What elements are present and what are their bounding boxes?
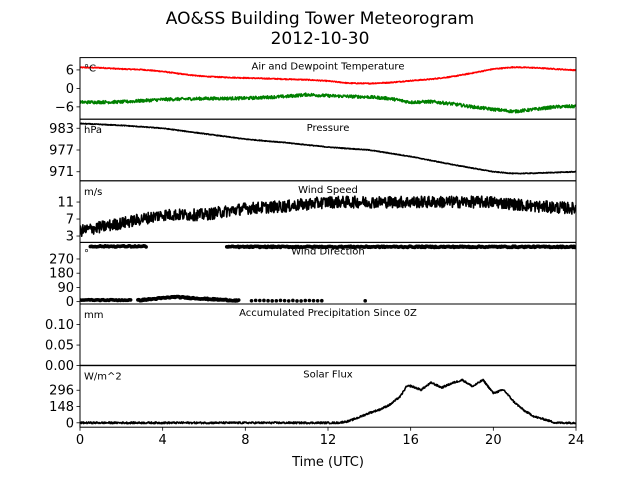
y-tick-label: 6 bbox=[66, 63, 74, 78]
wind-direction-point bbox=[253, 298, 258, 303]
y-tick-label: 0 bbox=[66, 82, 74, 97]
wind-direction-point bbox=[315, 298, 320, 303]
y-tick-label: 296 bbox=[49, 384, 74, 399]
x-axis: 0 4 8 12 16 20 24 bbox=[76, 427, 584, 448]
wind-direction-point bbox=[236, 298, 241, 302]
panel-unit: hPa bbox=[84, 125, 102, 136]
wind-direction-point bbox=[320, 298, 324, 303]
wind-direction-point bbox=[311, 298, 316, 303]
wind-direction-point bbox=[262, 298, 266, 303]
wind-direction-point bbox=[128, 298, 133, 302]
panel-data bbox=[80, 243, 576, 303]
y-tick-label: 971 bbox=[49, 165, 74, 180]
panels: 6 0 −6 °C Air and Dewpoint Temperature 983 977… bbox=[45, 57, 577, 431]
panel-title: Pressure bbox=[307, 123, 350, 134]
x-tick-label: 20 bbox=[485, 433, 502, 448]
y-tick-label: 270 bbox=[49, 252, 74, 267]
panel-title: Solar Flux bbox=[303, 370, 353, 381]
y-tick-label: 0.10 bbox=[45, 318, 74, 333]
panel-title: Accumulated Precipitation Since 0Z bbox=[239, 308, 417, 319]
y-tick-label: 7 bbox=[66, 213, 74, 228]
panel-2: 983 977 971 hPa Pressure bbox=[49, 118, 577, 182]
wind-direction-point bbox=[363, 299, 368, 303]
y-tick-label: 90 bbox=[57, 281, 74, 296]
y-tick-label: 3 bbox=[66, 230, 74, 245]
panel-5: 0.10 0.05 0.00 mm Accumulated Precipitation … bbox=[45, 303, 577, 374]
panel-title: Air and Dewpoint Temperature bbox=[252, 62, 405, 73]
y-tick-label: 0.00 bbox=[45, 359, 74, 374]
x-tick-label: 24 bbox=[568, 433, 585, 448]
figure-subtitle: 2012-10-30 bbox=[271, 29, 370, 49]
panel-1: 6 0 −6 °C Air and Dewpoint Temperature bbox=[55, 57, 577, 120]
x-tick-label: 0 bbox=[76, 433, 84, 448]
wind-direction-point bbox=[282, 298, 287, 303]
wind-direction-point bbox=[299, 299, 303, 303]
panel-unit: m/s bbox=[84, 187, 102, 198]
y-tick-label: 180 bbox=[49, 267, 74, 282]
wind-direction-point bbox=[295, 299, 299, 303]
x-tick-label: 8 bbox=[241, 433, 249, 448]
x-tick-label: 16 bbox=[402, 433, 419, 448]
x-axis-label: Time (UTC) bbox=[291, 455, 364, 470]
y-tick-label: 983 bbox=[49, 122, 74, 137]
y-tick-label: 977 bbox=[49, 144, 74, 159]
figure-title: AO&SS Building Tower Meteorogram bbox=[166, 9, 474, 29]
series-line bbox=[80, 66, 576, 85]
series-line bbox=[80, 195, 576, 238]
y-tick-label: −6 bbox=[55, 100, 74, 115]
wind-direction-point bbox=[266, 298, 270, 303]
panel-data bbox=[80, 378, 576, 425]
x-tick-label: 12 bbox=[320, 433, 337, 448]
y-tick-label: 0 bbox=[66, 295, 74, 310]
x-tick-label: 4 bbox=[159, 433, 167, 448]
panel-data bbox=[80, 122, 576, 175]
series-line bbox=[80, 378, 576, 425]
wind-direction-point bbox=[278, 298, 283, 303]
wind-direction-point bbox=[286, 299, 291, 303]
y-tick-label: 0 bbox=[66, 416, 74, 431]
wind-direction-point bbox=[274, 298, 279, 303]
series-line bbox=[80, 122, 576, 175]
panel-title: Wind Direction bbox=[291, 246, 365, 257]
panel-unit: °C bbox=[84, 64, 96, 75]
y-tick-label: 0.05 bbox=[45, 339, 74, 354]
wind-direction-point bbox=[144, 245, 148, 249]
panel-unit: ° bbox=[84, 248, 89, 259]
y-tick-label: 148 bbox=[49, 400, 74, 415]
panel-data bbox=[80, 195, 576, 238]
wind-direction-point bbox=[307, 298, 312, 303]
y-tick-label: 11 bbox=[57, 196, 74, 211]
panel-data bbox=[80, 66, 576, 114]
wind-direction-point bbox=[270, 299, 275, 303]
panel-unit: W/m^2 bbox=[84, 372, 122, 383]
wind-direction-point bbox=[291, 298, 295, 303]
wind-direction-point bbox=[303, 298, 308, 303]
wind-direction-point bbox=[249, 298, 254, 303]
wind-direction-point bbox=[258, 298, 262, 303]
panel-3: 11 7 3 m/s Wind Speed bbox=[57, 180, 577, 245]
series-line bbox=[80, 92, 576, 114]
panel-title: Wind Speed bbox=[298, 185, 358, 196]
panel-unit: mm bbox=[84, 310, 103, 321]
